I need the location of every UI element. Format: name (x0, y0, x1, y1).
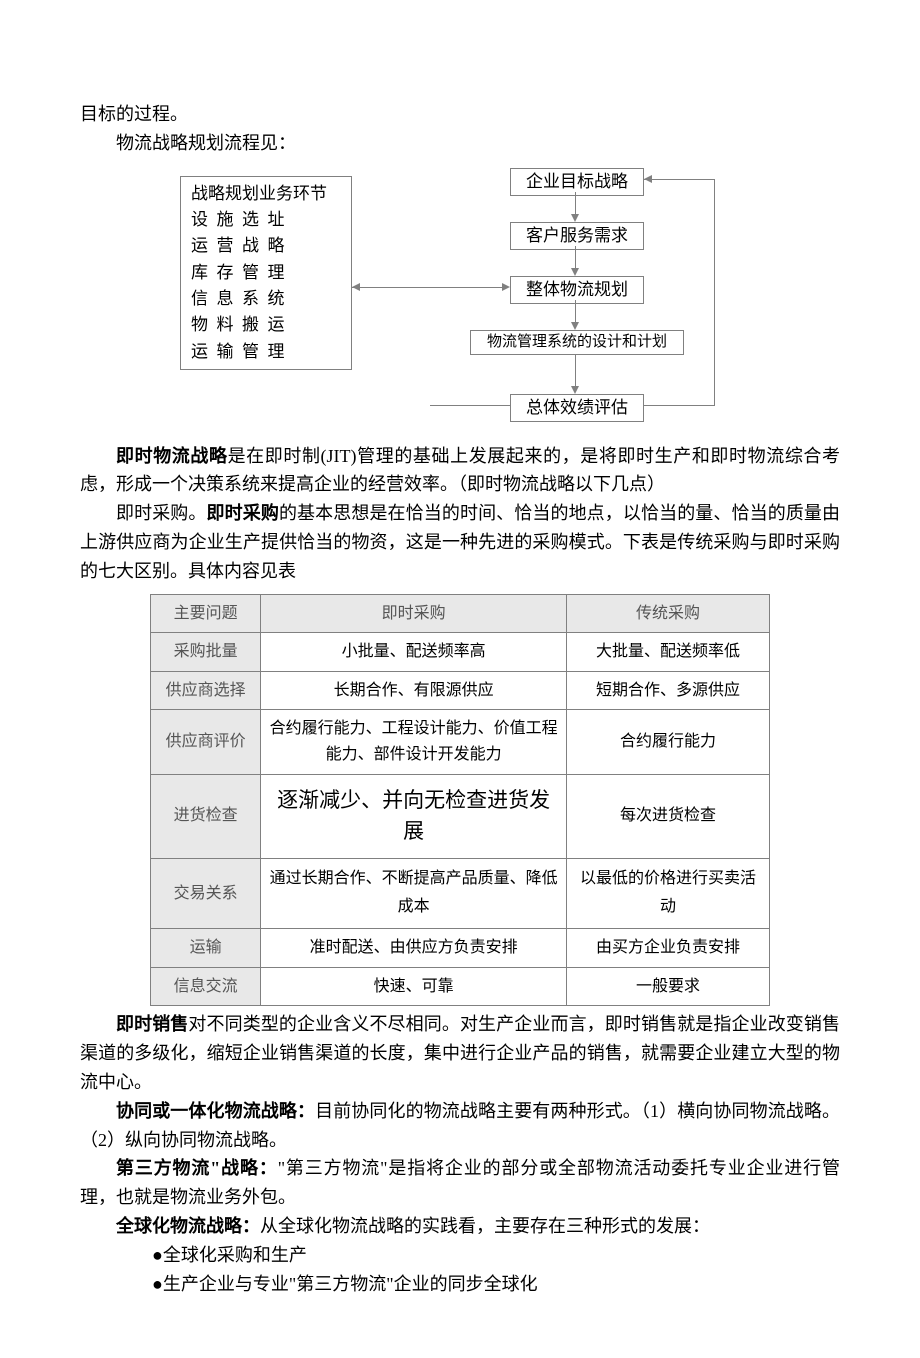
term-bold: 即时物流战略 (116, 446, 228, 466)
paragraph: 即时销售对不同类型的企业含义不尽相同。对生产企业而言，即时销售就是指企业改变销售… (80, 1010, 840, 1096)
flowchart-node: 物流管理系统的设计和计划 (470, 330, 684, 356)
flowchart-node: 总体效绩评估 (510, 394, 644, 422)
table-row: 运输 准时配送、由供应方负责安排 由买方企业负责安排 (151, 929, 770, 968)
comparison-table: 主要问题 即时采购 传统采购 采购批量 小批量、配送频率高 大批量、配送频率低 … (150, 594, 770, 1007)
table-cell: 采购批量 (151, 633, 261, 672)
flowchart-left-item: 库存管理 (191, 260, 341, 286)
text-run: 对不同类型的企业含义不尽相同。对生产企业而言，即时销售就是指企业改变销售渠道的多… (80, 1014, 840, 1092)
table-header-row: 主要问题 即时采购 传统采购 (151, 594, 770, 633)
term-bold: 第三方物流"战略： (116, 1158, 278, 1178)
paragraph: 目标的过程。 (80, 100, 840, 129)
flowchart-node: 整体物流规划 (510, 276, 644, 304)
table-cell: 长期合作、有限源供应 (261, 671, 567, 710)
flowchart-left-item: 运输管理 (191, 339, 341, 365)
table-cell: 由买方企业负责安排 (567, 929, 770, 968)
flowchart-left-item: 信息系统 (191, 286, 341, 312)
arrow-right-icon (502, 283, 510, 291)
flowchart-edge (575, 354, 576, 386)
arrow-down-icon (571, 268, 579, 276)
table-cell: 合约履行能力、工程设计能力、价值工程能力、部件设计开发能力 (261, 710, 567, 774)
term-bold: 全球化物流战略： (116, 1216, 260, 1236)
paragraph: 即时物流战略是在即时制(JIT)管理的基础上发展起来的，是将即时生产和即时物流综… (80, 442, 840, 500)
table-header-cell: 主要问题 (151, 594, 261, 633)
table-cell: 合约履行能力 (567, 710, 770, 774)
arrow-left-icon (644, 175, 652, 183)
flowchart-left-title: 战略规划业务环节 (191, 181, 341, 207)
table-row: 交易关系 通过长期合作、不断提高产品质量、降低成本 以最低的价格进行买卖活动 (151, 858, 770, 929)
table-cell: 大批量、配送频率低 (567, 633, 770, 672)
text-run: 从全球化物流战略的实践看，主要存在三种形式的发展： (260, 1216, 710, 1236)
flowchart-edge (430, 405, 510, 406)
flowchart-left-item: 物料搬运 (191, 312, 341, 338)
table-cell: 进货检查 (151, 774, 261, 858)
paragraph: 物流战略规划流程见： (80, 129, 840, 158)
table-cell: 一般要求 (567, 967, 770, 1006)
arrow-left-icon (352, 283, 360, 291)
flowchart-node: 企业目标战略 (510, 168, 644, 196)
paragraph: 第三方物流"战略："第三方物流"是指将企业的部分或全部物流活动委托专业企业进行管… (80, 1154, 840, 1212)
table-cell: 以最低的价格进行买卖活动 (567, 858, 770, 929)
table-cell: 逐渐减少、并向无检查进货发展 (261, 774, 567, 858)
table-row: 采购批量 小批量、配送频率高 大批量、配送频率低 (151, 633, 770, 672)
table-cell: 准时配送、由供应方负责安排 (261, 929, 567, 968)
table-row: 供应商选择 长期合作、有限源供应 短期合作、多源供应 (151, 671, 770, 710)
flowchart-edge (352, 287, 502, 288)
flowchart-edge (430, 405, 431, 406)
flowchart-left-item: 设施选址 (191, 207, 341, 233)
term-bold: 即时采购 (207, 503, 279, 523)
table-header-cell: 即时采购 (261, 594, 567, 633)
table-cell: 运输 (151, 929, 261, 968)
table-cell: 小批量、配送频率高 (261, 633, 567, 672)
term-bold: 协同或一体化物流战略： (116, 1101, 315, 1121)
table-row: 进货检查 逐渐减少、并向无检查进货发展 每次进货检查 (151, 774, 770, 858)
flowchart-edge (575, 192, 576, 214)
term-bold: 即时销售 (116, 1014, 188, 1034)
paragraph: 全球化物流战略：从全球化物流战略的实践看，主要存在三种形式的发展： (80, 1212, 840, 1241)
table-cell: 每次进货检查 (567, 774, 770, 858)
table-header-cell: 传统采购 (567, 594, 770, 633)
table-cell: 交易关系 (151, 858, 261, 929)
document-page: 目标的过程。 物流战略规划流程见： 战略规划业务环节 设施选址 运营战略 库存管… (0, 0, 920, 1358)
bullet-item: ●生产企业与专业"第三方物流"企业的同步全球化 (80, 1270, 840, 1299)
flowchart-node: 客户服务需求 (510, 222, 644, 250)
text-run: 即时采购。 (116, 503, 207, 523)
table-cell: 供应商选择 (151, 671, 261, 710)
table-cell: 信息交流 (151, 967, 261, 1006)
arrow-down-icon (571, 214, 579, 222)
arrow-down-icon (571, 322, 579, 330)
table-row: 供应商评价 合约履行能力、工程设计能力、价值工程能力、部件设计开发能力 合约履行… (151, 710, 770, 774)
arrow-down-icon (571, 386, 579, 394)
flowchart-left-panel: 战略规划业务环节 设施选址 运营战略 库存管理 信息系统 物料搬运 运输管理 (180, 176, 352, 370)
table-cell: 通过长期合作、不断提高产品质量、降低成本 (261, 858, 567, 929)
table-row: 信息交流 快速、可靠 一般要求 (151, 967, 770, 1006)
flowchart-edge (644, 405, 714, 406)
paragraph: 即时采购。即时采购的基本思想是在恰当的时间、恰当的地点，以恰当的量、恰当的质量由… (80, 499, 840, 585)
flowchart-edge (575, 246, 576, 268)
flowchart-edge (644, 179, 714, 180)
flowchart-edge (714, 179, 715, 406)
flowchart: 战略规划业务环节 设施选址 运营战略 库存管理 信息系统 物料搬运 运输管理 企… (180, 168, 740, 428)
table-cell: 短期合作、多源供应 (567, 671, 770, 710)
table-cell: 供应商评价 (151, 710, 261, 774)
flowchart-edge (575, 300, 576, 322)
table-cell: 快速、可靠 (261, 967, 567, 1006)
flowchart-left-item: 运营战略 (191, 233, 341, 259)
paragraph: 协同或一体化物流战略：目前协同化的物流战略主要有两种形式。（1）横向协同物流战略… (80, 1097, 840, 1155)
bullet-item: ●全球化采购和生产 (80, 1241, 840, 1270)
